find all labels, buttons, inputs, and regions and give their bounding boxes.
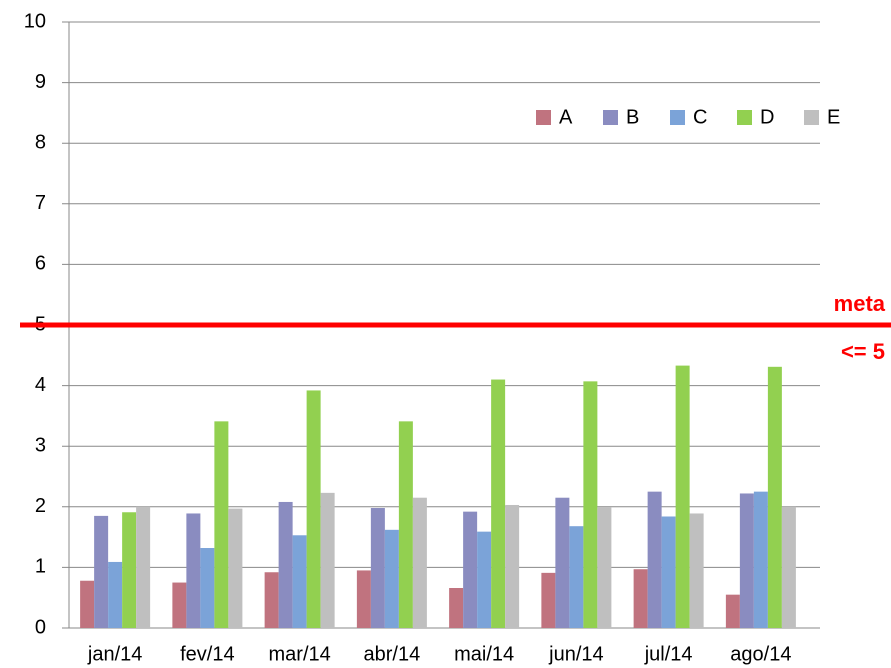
x-tick-label: abr/14 (364, 643, 421, 665)
legend-swatch (804, 110, 819, 125)
legend-label: B (626, 106, 639, 128)
bar (781, 506, 796, 628)
bar (370, 508, 385, 628)
bar (739, 493, 754, 628)
bar (753, 491, 768, 628)
bar (689, 513, 704, 628)
bar (278, 501, 293, 628)
bar (264, 572, 279, 628)
bar (356, 570, 371, 628)
legend-swatch (670, 110, 685, 125)
bar (80, 580, 95, 628)
bar (228, 508, 243, 628)
legend-label: A (559, 106, 573, 128)
bar (597, 507, 612, 628)
legend-swatch (737, 110, 752, 125)
bar (94, 515, 109, 628)
bar (633, 569, 648, 628)
bar (122, 512, 137, 628)
bar (449, 588, 464, 628)
bar (463, 511, 478, 628)
bar (675, 365, 690, 628)
target-label: <= 5 (841, 339, 885, 364)
bar (398, 421, 413, 628)
legend-label: E (827, 106, 840, 128)
y-tick-label: 3 (35, 434, 46, 456)
bar (292, 535, 307, 628)
bar (412, 497, 427, 628)
bar (214, 421, 229, 628)
bar (306, 390, 321, 628)
legend-swatch (603, 110, 618, 125)
bar (320, 492, 335, 628)
bar (661, 516, 676, 628)
bar (200, 548, 215, 628)
y-tick-label: 7 (35, 192, 46, 214)
target-label: meta (834, 291, 886, 316)
bar (172, 582, 187, 628)
legend-label: C (693, 106, 707, 128)
bar (555, 497, 570, 628)
x-tick-label: ago/14 (730, 643, 791, 665)
x-tick-label: fev/14 (180, 643, 234, 665)
x-tick-label: jun/14 (548, 643, 604, 665)
bar (136, 506, 151, 628)
bar (767, 366, 782, 628)
bar (505, 504, 520, 628)
bar (108, 561, 123, 628)
bar (541, 572, 556, 628)
x-tick-label: mar/14 (269, 643, 331, 665)
x-tick-label: jul/14 (644, 643, 693, 665)
bar (186, 513, 201, 628)
x-tick-label: mai/14 (454, 643, 514, 665)
legend-swatch (536, 110, 551, 125)
bar (384, 529, 399, 628)
y-tick-label: 6 (35, 253, 46, 275)
x-tick-label: jan/14 (87, 643, 143, 665)
bar (647, 491, 662, 628)
bar (477, 531, 492, 628)
y-tick-label: 1 (35, 556, 46, 578)
y-tick-label: 2 (35, 495, 46, 517)
bar (569, 526, 584, 628)
legend-label: D (760, 106, 774, 128)
bar (491, 379, 506, 628)
y-tick-label: 9 (35, 71, 46, 93)
y-tick-label: 0 (35, 616, 46, 638)
y-tick-label: 4 (35, 374, 46, 396)
y-tick-label: 10 (24, 10, 46, 32)
y-tick-label: 8 (35, 131, 46, 153)
bar (725, 594, 740, 628)
bar (583, 381, 598, 628)
